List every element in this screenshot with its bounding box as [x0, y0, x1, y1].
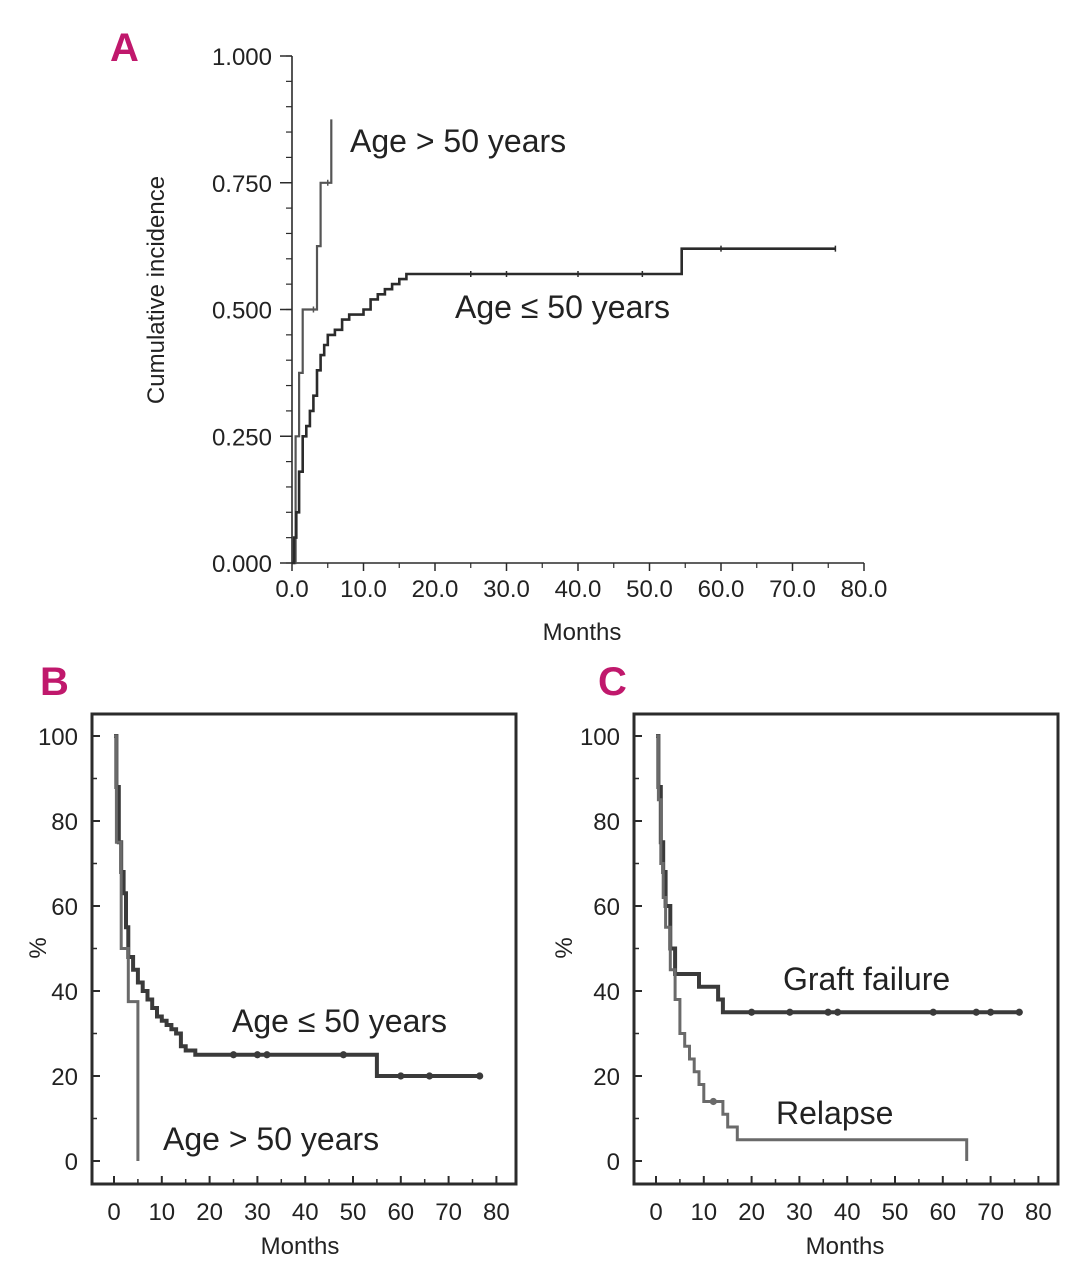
panel-c-y-tick-label: 40 [593, 979, 620, 1006]
panel-b-series-age-50-years-line [114, 734, 140, 1161]
panel-b-x-tick-label: 20 [196, 1199, 223, 1226]
panel-a-y-tick-label: 1.000 [212, 44, 272, 71]
panel-b-series-age-50-years-censor-mark [253, 1051, 261, 1059]
panel-b-x-tick-label: 40 [292, 1199, 319, 1226]
panel-a-x-tick-label: 80.0 [841, 576, 888, 603]
panel-c-x-tick-label: 50 [882, 1199, 909, 1226]
panel-b-y-tick-label: 60 [51, 894, 78, 921]
panel-a-y-tick-label: 0.750 [212, 171, 272, 198]
panel-b-y-tick-label: 40 [51, 979, 78, 1006]
panel-a-y-tick-label: 0.500 [212, 298, 272, 325]
panel-c-y-tick-label: 60 [593, 894, 620, 921]
panel-c-x-tick-label: 0 [649, 1199, 662, 1226]
panel-a-x-tick-label: 40.0 [555, 576, 602, 603]
panel-b-x-tick-label: 50 [340, 1199, 367, 1226]
panel-a-x-tick-label: 20.0 [412, 576, 459, 603]
panel-b-series-age-50-years-censor-mark [229, 1051, 238, 1059]
panel-b-series-age-50-years-label: Age ≤ 50 years [232, 1003, 447, 1039]
panel-b-y-tick-label: 80 [51, 809, 78, 836]
panel-b-series-age-50-years-censor-mark [263, 1051, 271, 1059]
panel-c-series-graft-failure-censor-mark [972, 1008, 980, 1016]
panel-b-y-tick-label: 20 [51, 1064, 78, 1091]
panel-b-x-tick-label: 70 [435, 1199, 462, 1226]
panel-b-y-axis-label: % [25, 937, 52, 958]
panel-b-x-tick-label: 60 [387, 1199, 414, 1226]
panel-a-y-tick-label: 0.000 [212, 551, 272, 578]
panel-c-series-graft-failure-label: Graft failure [783, 961, 950, 997]
panel-c-series-graft-failure-censor-mark [834, 1008, 842, 1016]
panel-b-series-age-50-years-label: Age > 50 years [163, 1121, 379, 1157]
panel-b-y-tick-label: 0 [65, 1149, 78, 1176]
panel-label-b: B [40, 660, 69, 704]
panel-b-series-age-50-years-line [114, 734, 480, 1078]
panel-a-x-tick-label: 50.0 [626, 576, 673, 603]
panel-c-series-graft-failure-censor-mark [748, 1008, 756, 1016]
panel-c-x-axis-label: Months [806, 1233, 885, 1260]
panel-c-series-graft-failure-censor-mark [824, 1008, 832, 1016]
panel-c-y-tick-label: 0 [607, 1149, 620, 1176]
panel-a-series-age-50-years-line [292, 247, 836, 565]
panel-b-x-tick-label: 10 [148, 1199, 175, 1226]
panel-a-series-age-50-years-label: Age ≤ 50 years [455, 289, 670, 325]
panel-a-x-tick-label: 60.0 [698, 576, 745, 603]
panel-a-y-tick-label: 0.250 [212, 424, 272, 451]
panel-c-x-tick-label: 80 [1025, 1199, 1052, 1226]
panel-c-x-tick-label: 60 [929, 1199, 956, 1226]
panel-c-y-tick-label: 100 [580, 724, 620, 751]
panel-a-x-tick-label: 70.0 [769, 576, 816, 603]
panel-c-series-graft-failure-censor-mark [1015, 1008, 1023, 1016]
panel-label-c: C [598, 660, 627, 704]
panel-b-series-age-50-years-censor-mark [476, 1072, 484, 1080]
panel-c-series-relapse-line [656, 734, 969, 1161]
panel-c-x-tick-label: 40 [834, 1199, 861, 1226]
panel-a-x-tick-label: 30.0 [483, 576, 530, 603]
panel-c-series-graft-failure-censor-mark [987, 1008, 995, 1016]
panel-c-x-tick-label: 30 [786, 1199, 813, 1226]
panel-b-x-tick-label: 80 [483, 1199, 510, 1226]
panel-a-y-axis-label: Cumulative incidence [143, 176, 170, 404]
panel-b-series-age-50-years-censor-mark [339, 1051, 348, 1059]
panel-a-series-age-50-years-label: Age > 50 years [350, 123, 566, 159]
panel-c-series-graft-failure-censor-mark [929, 1008, 937, 1016]
panel-b-x-tick-label: 0 [107, 1199, 120, 1226]
panel-label-a: A [110, 26, 139, 70]
panel-c-y-axis-label: % [551, 937, 578, 958]
panel-b-y-tick-label: 100 [38, 724, 78, 751]
panel-b-x-tick-label: 30 [244, 1199, 271, 1226]
panel-c-x-tick-label: 10 [690, 1199, 717, 1226]
panel-a-x-tick-label: 0.0 [275, 576, 308, 603]
panel-b-series-age-50-years-censor-mark [425, 1072, 434, 1080]
panel-c-series-relapse-label: Relapse [776, 1095, 893, 1131]
panel-b-x-axis-label: Months [261, 1233, 340, 1260]
panel-c-x-tick-label: 20 [738, 1199, 765, 1226]
panel-c-y-tick-label: 80 [593, 809, 620, 836]
panel-c-y-tick-label: 20 [593, 1064, 620, 1091]
panel-a-x-axis-label: Months [543, 619, 622, 646]
panel-c-x-tick-label: 70 [977, 1199, 1004, 1226]
panel-b-plot-frame [90, 712, 518, 1186]
panel-c-series-graft-failure-censor-mark [786, 1008, 794, 1016]
panel-b-series-age-50-years-censor-mark [397, 1072, 405, 1080]
panel-a-x-tick-label: 10.0 [340, 576, 387, 603]
panel-c-series-relapse-censor-mark [709, 1097, 717, 1106]
